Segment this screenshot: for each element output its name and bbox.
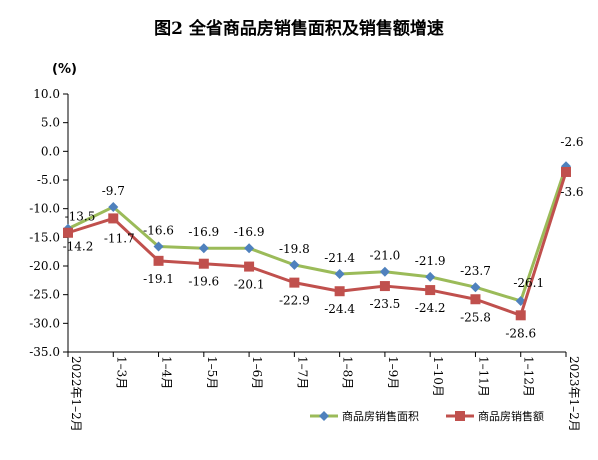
series-2-data-label: -19.6 [188, 275, 219, 289]
series-2-point [198, 258, 209, 269]
x-tick-label: 1–6月 [250, 356, 264, 389]
y-tick-label: -30.0 [29, 316, 60, 330]
y-tick-label: -5.0 [37, 173, 60, 187]
series-1-data-label: -21.9 [415, 254, 446, 268]
series-1-point [334, 269, 345, 280]
series-1-point [244, 243, 255, 254]
series-2-point [425, 285, 436, 296]
series-2-point [108, 213, 119, 224]
series-1-data-label: -13.5 [65, 210, 96, 224]
series-2-data-label: -23.5 [370, 297, 401, 311]
y-tick-label: -20.0 [29, 259, 60, 273]
series-2-point [289, 277, 300, 288]
series-1-point [379, 266, 390, 277]
y-axis-unit: (%) [52, 62, 77, 77]
series-1-data-label: -16.9 [188, 225, 219, 239]
legend-marker-2 [455, 411, 465, 421]
x-tick-label: 1–7月 [295, 356, 309, 389]
series-1-data-label: -2.6 [560, 135, 583, 149]
series-1-point [289, 259, 300, 270]
series-1-data-label: -21.4 [324, 251, 355, 265]
series-1-point [153, 241, 164, 252]
series-1-data-label: -19.8 [279, 242, 310, 256]
y-tick-label: -25.0 [29, 288, 60, 302]
x-tick-label: 2023年1–2月 [567, 356, 581, 432]
series-1-point [198, 243, 209, 254]
series-2-point [244, 261, 255, 272]
series-2-data-label: -19.1 [143, 272, 174, 286]
series-2-data-label: -28.6 [505, 326, 536, 340]
x-tick-label: 1–10月 [431, 356, 445, 397]
y-tick-label: -10.0 [29, 202, 60, 216]
series-2-data-label: -22.9 [279, 294, 310, 308]
series-1-point [108, 201, 119, 212]
y-tick-label: -15.0 [29, 230, 60, 244]
legend-label-1: 商品房销售面积 [342, 409, 419, 423]
x-tick-label: 1–8月 [341, 356, 355, 389]
legend-marker-1 [319, 411, 329, 421]
y-tick-label: 10.0 [33, 87, 60, 101]
series-2-data-label: -20.1 [234, 278, 265, 292]
series-1-data-label: -23.7 [460, 264, 491, 278]
series-2-data-label: -25.8 [460, 310, 491, 324]
series-1-data-label: -16.6 [143, 224, 174, 238]
series-1-data-label: -21.0 [370, 249, 401, 263]
x-tick-label: 2022年1–2月 [69, 356, 83, 432]
x-tick-label: 1–11月 [476, 356, 490, 397]
series-2-point [561, 166, 571, 177]
series-2-point [63, 227, 73, 238]
series-1-point [470, 282, 481, 293]
series-1-data-label: -9.7 [102, 184, 125, 198]
series-2-point [334, 286, 345, 297]
series-1-data-label: -16.9 [234, 225, 265, 239]
series-2-data-label: -24.4 [324, 302, 355, 316]
series-2-data-label: -3.6 [560, 185, 583, 199]
series-2-data-label: -11.7 [104, 231, 135, 245]
series-1-point [425, 271, 436, 282]
chart-title: 图2 全省商品房销售面积及销售额增速 [154, 19, 444, 39]
x-tick-label: 1–3月 [114, 356, 128, 389]
series-line-1 [67, 165, 568, 303]
x-tick-label: 1–12月 [522, 356, 536, 397]
x-tick-label: 1–5月 [205, 356, 219, 389]
y-tick-label: -35.0 [29, 345, 60, 359]
legend-label-2: 商品房销售额 [478, 409, 544, 423]
x-tick-label: 1–9月 [386, 356, 400, 389]
series-2-data-label: -24.2 [415, 301, 446, 315]
y-tick-label: 0.0 [41, 144, 60, 158]
series-2-point [470, 294, 481, 305]
series-2-point [379, 281, 390, 292]
series-2-data-label: -14.2 [63, 240, 94, 254]
x-tick-label: 1–4月 [160, 356, 174, 389]
series-2-point [515, 310, 526, 321]
series-line-2 [67, 171, 568, 317]
series-2-point [153, 255, 164, 266]
series-1-data-label: -26.1 [513, 276, 544, 290]
y-tick-label: 5.0 [41, 116, 60, 130]
